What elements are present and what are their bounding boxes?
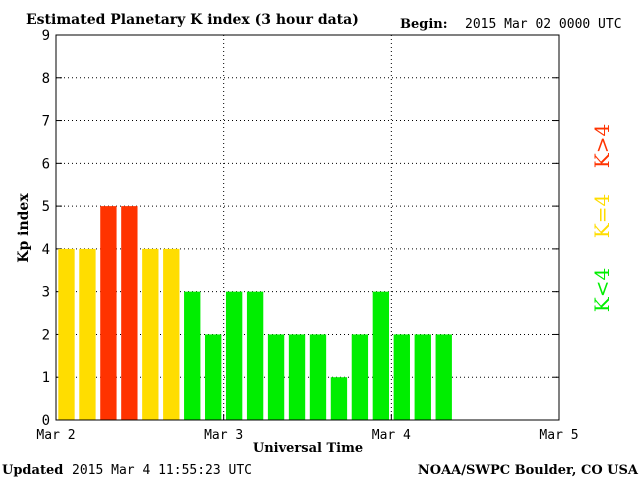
y-tick-label: 8 [42, 71, 50, 87]
y-tick-label: 1 [42, 370, 50, 386]
kp-bar [309, 334, 327, 420]
kp-bar [246, 291, 264, 420]
legend: K>4 K=4 K<4 [590, 124, 614, 312]
legend-entry: K<4 [590, 268, 614, 312]
kp-bar [79, 248, 96, 420]
y-tick-label: 9 [42, 28, 50, 44]
begin-label: Begin: [400, 17, 448, 32]
kp-bar [58, 248, 75, 420]
y-tick-label: 6 [42, 156, 50, 172]
x-tick-label: Mar 5 [539, 428, 578, 443]
y-tick-label: 3 [42, 285, 50, 301]
kp-bar [100, 206, 117, 420]
plot-frame [55, 34, 560, 421]
kp-bar [351, 334, 369, 420]
begin-value: 2015 Mar 02 0000 UTC [465, 17, 622, 32]
kp-bar [267, 334, 285, 420]
kp-bar [163, 248, 180, 420]
kp-bar [142, 248, 159, 420]
updated-label: Updated [2, 463, 63, 478]
chart-title: Estimated Planetary K index (3 hour data… [26, 12, 359, 28]
y-tick-label: 0 [42, 413, 50, 429]
kp-bar [225, 291, 243, 420]
x-axis-label: Universal Time [253, 441, 363, 456]
legend-entry: K=4 [590, 194, 614, 238]
kp-bar [121, 206, 138, 420]
kp-bar [205, 334, 222, 420]
kp-bar [372, 291, 390, 420]
updated-value: 2015 Mar 4 11:55:23 UTC [72, 463, 252, 478]
kp-bar [393, 334, 410, 420]
x-tick-label: Mar 3 [204, 428, 243, 443]
source-credit: NOAA/SWPC Boulder, CO USA [418, 463, 639, 478]
kp-bar [288, 334, 306, 420]
kp-bar [414, 334, 431, 420]
grid [55, 34, 560, 421]
kp-bar [330, 377, 348, 420]
bars [58, 206, 452, 420]
x-tick-labels: Mar 2 Mar 3 Mar 4 Mar 5 [36, 428, 578, 443]
y-tick-label: 2 [42, 327, 50, 343]
kp-bar [435, 334, 452, 420]
legend-entry: K>4 [590, 124, 614, 168]
kp-bar [184, 291, 201, 420]
y-axis-label: Kp index [16, 193, 32, 263]
x-tick-label: Mar 2 [36, 428, 75, 443]
x-tick-label: Mar 4 [372, 428, 411, 443]
y-tick-labels: 0 1 2 3 4 5 6 7 8 9 [42, 28, 50, 429]
y-tick-label: 7 [42, 114, 50, 130]
y-tick-label: 5 [42, 199, 50, 215]
y-tick-label: 4 [42, 242, 50, 258]
